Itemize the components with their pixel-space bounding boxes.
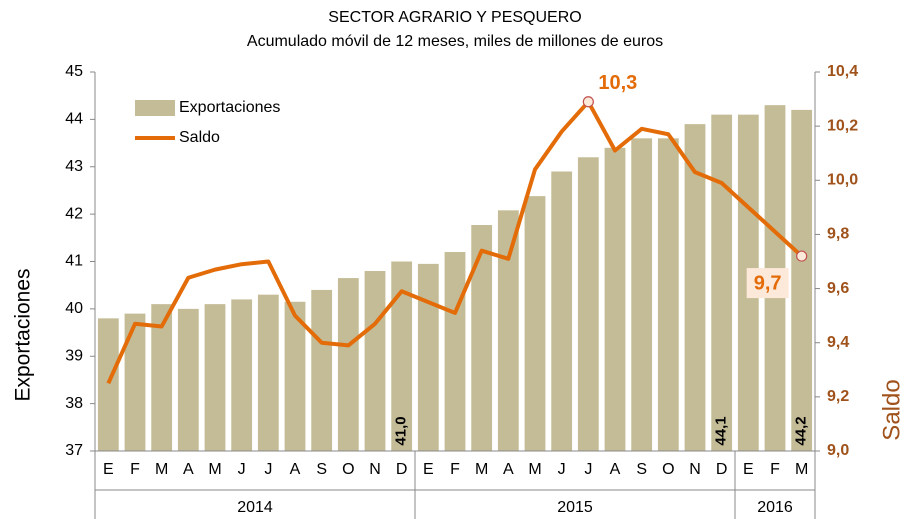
x-tick-label: M bbox=[208, 461, 221, 478]
bar bbox=[97, 318, 119, 451]
bar-value-label: 44,1 bbox=[713, 416, 730, 445]
x-tick-label: S bbox=[636, 461, 647, 478]
y2-tick-label: 9,2 bbox=[827, 388, 849, 405]
x-tick-label: E bbox=[423, 461, 434, 478]
bar bbox=[391, 261, 413, 451]
legend-swatch bbox=[135, 100, 175, 116]
x-tick-label: E bbox=[103, 461, 114, 478]
y-tick-label: 43 bbox=[65, 158, 83, 175]
bar-value-label: 41,0 bbox=[393, 416, 410, 445]
x-tick-label: D bbox=[396, 461, 408, 478]
bar bbox=[364, 270, 386, 451]
y-axis-label: Exportaciones bbox=[12, 268, 35, 401]
x-tick-label: A bbox=[290, 461, 301, 478]
x-tick-label: N bbox=[689, 461, 701, 478]
label-box bbox=[746, 268, 789, 299]
bar bbox=[551, 171, 573, 452]
bar bbox=[657, 138, 679, 451]
y-tick-label: 40 bbox=[65, 300, 83, 317]
y2-tick-label: 10,4 bbox=[827, 63, 858, 80]
x-tick-label: J bbox=[238, 461, 246, 478]
x-tick-label: F bbox=[130, 461, 140, 478]
y-tick-label: 38 bbox=[65, 395, 83, 412]
y-tick-label: 44 bbox=[65, 111, 83, 128]
bar bbox=[177, 308, 199, 451]
x-tick-label: A bbox=[503, 461, 514, 478]
y2-tick-label: 10,2 bbox=[827, 117, 858, 134]
point-marker bbox=[796, 250, 808, 262]
x-group-label: 2016 bbox=[757, 499, 793, 516]
bar bbox=[604, 147, 626, 452]
line bbox=[106, 99, 804, 385]
chart-subtitle: Acumulado móvil de 12 meses, miles de mi… bbox=[247, 33, 663, 50]
x-tick-label: E bbox=[743, 461, 754, 478]
bar bbox=[124, 313, 146, 451]
y2-tick-label: 9,8 bbox=[827, 226, 849, 243]
y2-tick-label: 10,0 bbox=[827, 172, 858, 189]
legend-label: Saldo bbox=[179, 129, 220, 146]
bar bbox=[684, 124, 706, 452]
x-tick-label: A bbox=[183, 461, 194, 478]
x-tick-label: J bbox=[584, 461, 592, 478]
bar bbox=[711, 114, 733, 451]
y2-tick-label: 9,0 bbox=[827, 442, 849, 459]
x-tick-label: M bbox=[795, 461, 808, 478]
chart-title: SECTOR AGRARIO Y PESQUERO bbox=[328, 9, 581, 26]
x-tick-label: F bbox=[450, 461, 460, 478]
bar bbox=[497, 210, 519, 451]
bar bbox=[151, 304, 173, 451]
bar bbox=[284, 301, 306, 451]
legend-label: Exportaciones bbox=[179, 99, 280, 116]
bar bbox=[791, 109, 813, 452]
bar bbox=[204, 304, 226, 451]
bar bbox=[524, 196, 546, 451]
line-value-label: 9,7 bbox=[754, 272, 782, 294]
x-tick-label: F bbox=[770, 461, 780, 478]
x-tick-label: O bbox=[662, 461, 674, 478]
bar-value-label: 44,2 bbox=[793, 416, 810, 445]
bar bbox=[577, 157, 599, 451]
x-group-label: 2015 bbox=[557, 499, 593, 516]
x-tick-label: J bbox=[558, 461, 566, 478]
bar bbox=[471, 225, 493, 451]
y2-axis-label: Saldo bbox=[878, 379, 905, 440]
x-tick-label: M bbox=[475, 461, 488, 478]
x-tick-label: J bbox=[264, 461, 272, 478]
bar bbox=[311, 289, 333, 451]
y-tick-label: 41 bbox=[65, 253, 83, 270]
y-tick-label: 37 bbox=[65, 442, 83, 459]
y-tick-label: 39 bbox=[65, 347, 83, 364]
x-group-label: 2014 bbox=[237, 499, 273, 516]
bar bbox=[444, 252, 466, 451]
x-tick-label: S bbox=[316, 461, 327, 478]
x-tick-label: M bbox=[155, 461, 168, 478]
y2-tick-label: 9,6 bbox=[827, 280, 849, 297]
x-tick-label: O bbox=[342, 461, 354, 478]
bar bbox=[257, 294, 279, 451]
x-tick-label: M bbox=[528, 461, 541, 478]
bar bbox=[231, 299, 253, 451]
x-tick-label: N bbox=[369, 461, 381, 478]
y-tick-label: 42 bbox=[65, 205, 83, 222]
y2-tick-label: 9,4 bbox=[827, 334, 849, 351]
x-tick-label: A bbox=[610, 461, 621, 478]
point-marker bbox=[582, 96, 594, 108]
bar bbox=[631, 138, 653, 451]
x-tick-label: D bbox=[716, 461, 728, 478]
y-tick-label: 45 bbox=[65, 63, 83, 80]
bar bbox=[337, 278, 359, 451]
bar bbox=[417, 263, 439, 451]
line-value-label: 10,3 bbox=[598, 72, 637, 94]
